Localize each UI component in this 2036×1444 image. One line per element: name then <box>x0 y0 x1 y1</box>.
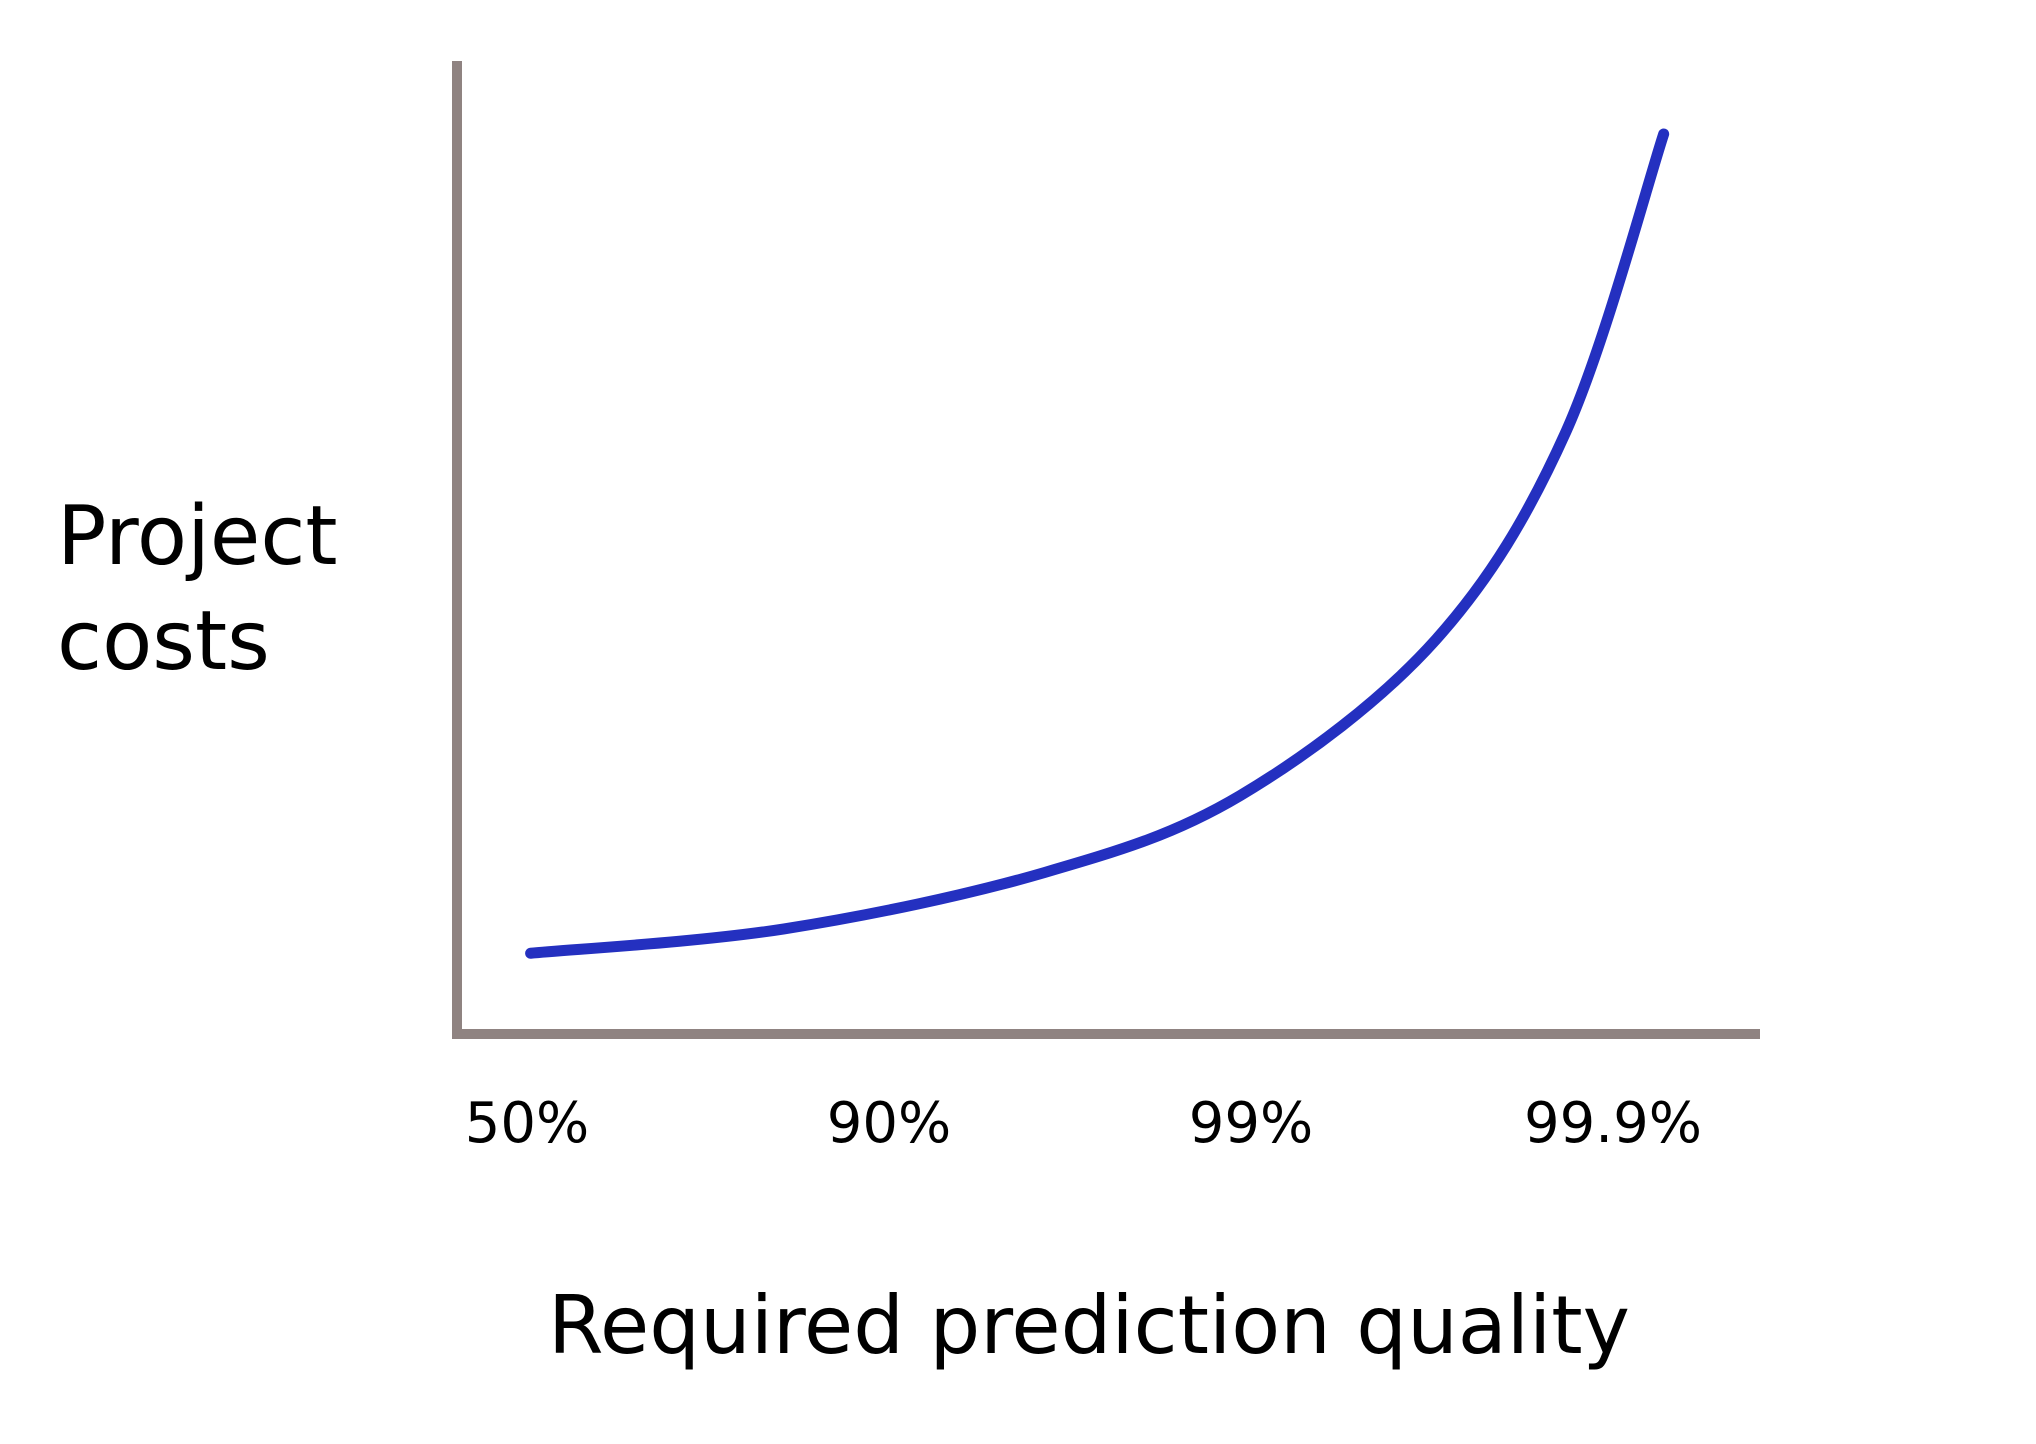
x-axis-label: Required prediction quality <box>548 1279 1630 1372</box>
x-tick-label: 99.9% <box>1524 1091 1702 1156</box>
x-tick-label: 90% <box>827 1091 951 1156</box>
y-axis-label-line-2: costs <box>57 594 270 689</box>
cost-curve <box>525 128 1670 959</box>
x-tick-label: 99% <box>1189 1091 1313 1156</box>
y-axis-label-line-1: Project <box>57 489 338 584</box>
x-tick-label: 50% <box>465 1091 589 1156</box>
